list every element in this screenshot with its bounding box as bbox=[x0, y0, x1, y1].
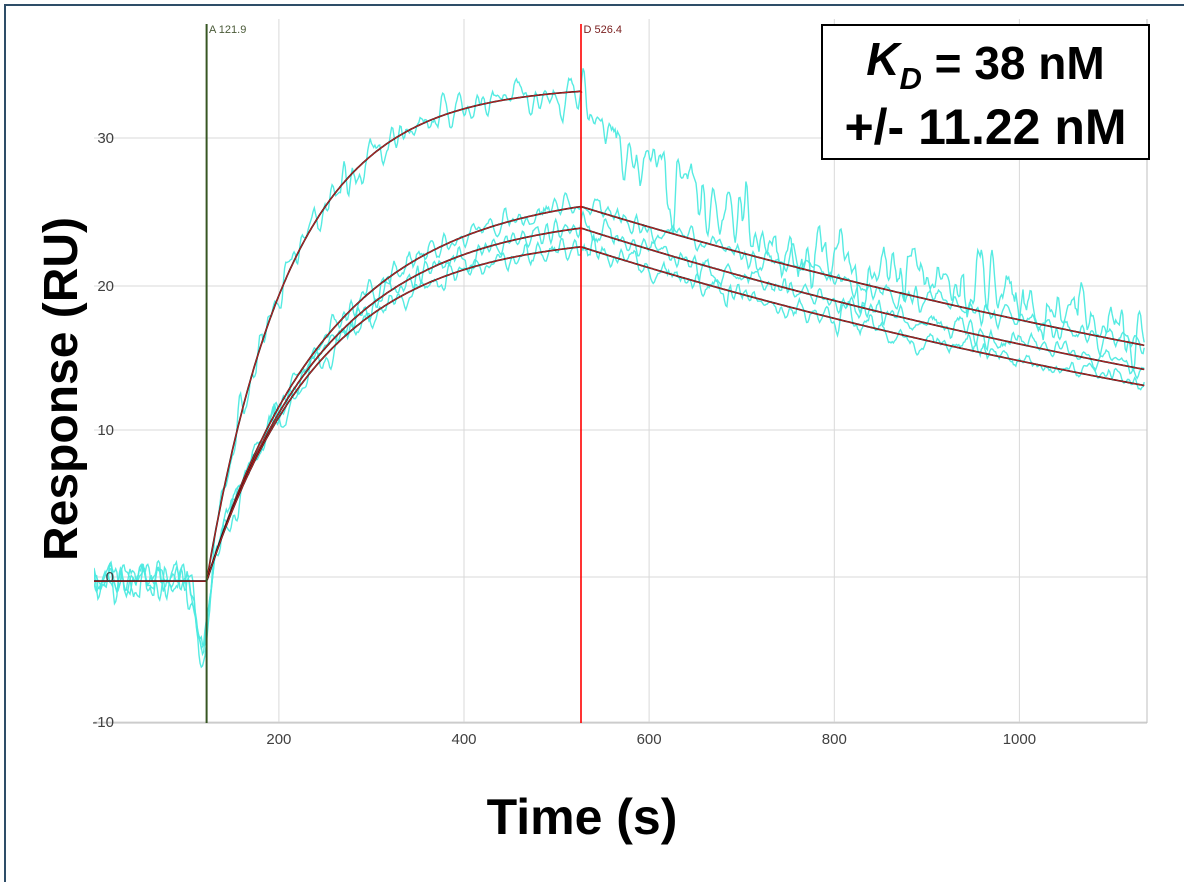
svg-text:10: 10 bbox=[97, 422, 114, 439]
svg-text:-10: -10 bbox=[92, 714, 114, 731]
svg-text:D 526.4: D 526.4 bbox=[584, 24, 623, 36]
svg-text:200: 200 bbox=[266, 731, 291, 748]
svg-text:A 121.9: A 121.9 bbox=[209, 24, 246, 36]
svg-text:600: 600 bbox=[637, 731, 662, 748]
svg-text:400: 400 bbox=[451, 731, 476, 748]
svg-text:0: 0 bbox=[106, 569, 114, 586]
svg-text:1000: 1000 bbox=[1003, 731, 1036, 748]
svg-text:30: 30 bbox=[97, 130, 114, 147]
svg-text:800: 800 bbox=[822, 731, 847, 748]
svg-text:20: 20 bbox=[97, 278, 114, 295]
